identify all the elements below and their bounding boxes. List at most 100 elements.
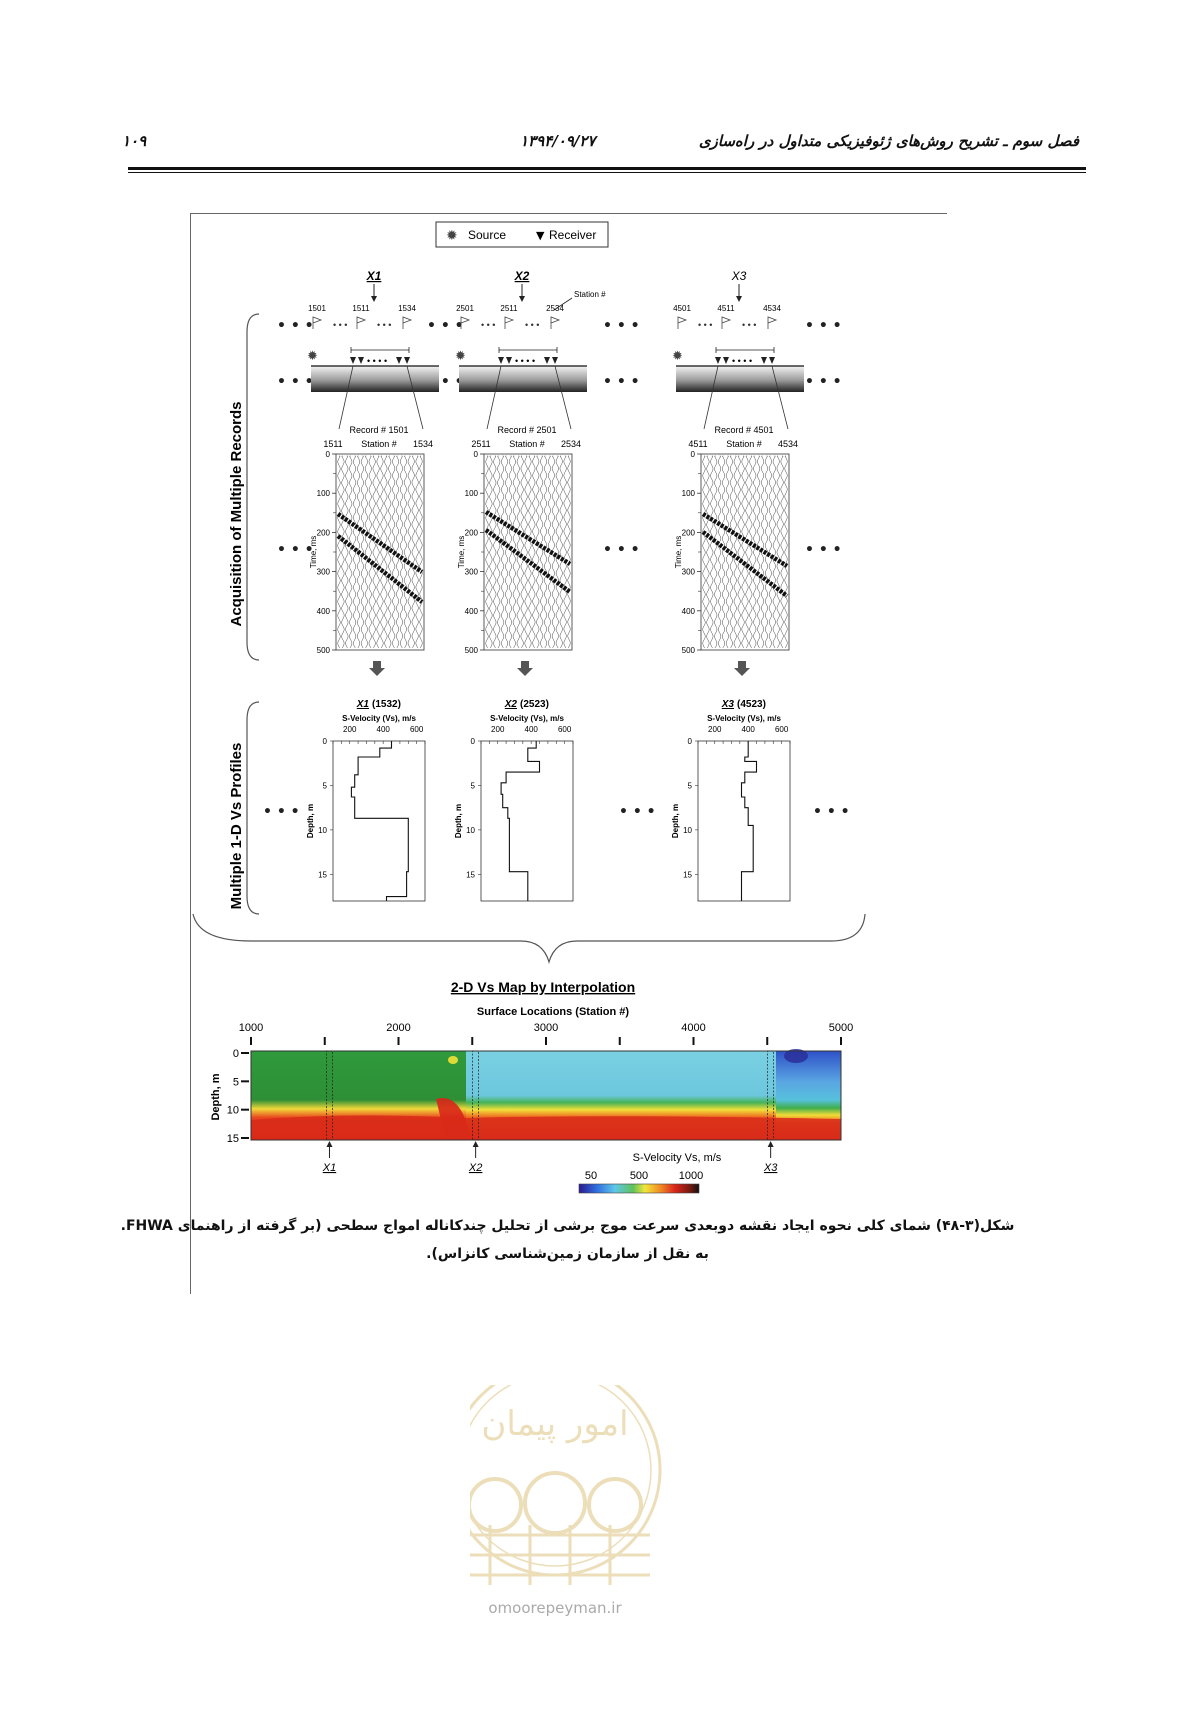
flag-station-label: 1534 — [398, 304, 416, 313]
flag-icon — [767, 316, 778, 329]
seismo-y-tick: 400 — [317, 607, 331, 616]
map-top-tick-label: 3000 — [534, 1022, 558, 1034]
seismo-y-tick: 100 — [317, 489, 331, 498]
seismic-trace — [749, 455, 753, 649]
colorbar-tick-label: 50 — [585, 1170, 597, 1182]
seismo-y-label: Time, ms — [674, 536, 683, 569]
profile-title-station: (1532) — [372, 699, 401, 710]
record-label: Record # 1501 — [349, 425, 408, 435]
profile-y-tick: 5 — [688, 781, 693, 790]
source-icon: ✹ — [446, 228, 458, 244]
svg-text:• • •: • • • — [277, 542, 314, 558]
receiver-icon — [506, 357, 512, 364]
marker-column — [326, 1050, 333, 1141]
marker-arrowhead — [736, 296, 742, 302]
seismic-trace — [532, 455, 536, 649]
seismo-station-end: 2534 — [561, 439, 581, 449]
svg-text:• • •: • • • — [277, 374, 314, 390]
seismo-y-tick: 300 — [682, 568, 696, 577]
receiver-icon — [769, 357, 775, 364]
flag-dots: • • • — [481, 320, 495, 330]
flag-icon — [677, 316, 688, 329]
seismic-trace — [563, 455, 567, 649]
marker-arrowhead — [472, 1141, 479, 1147]
legend-source: Source — [468, 228, 506, 242]
svg-text:• • •: • • • — [603, 374, 640, 390]
svg-text:• • •: • • • — [805, 374, 842, 390]
seismic-trace — [415, 455, 419, 649]
seismic-trace — [407, 455, 411, 649]
flag-station-label: 1501 — [308, 304, 326, 313]
flag-station-label: 2511 — [500, 304, 518, 313]
seismogram: 0 100 200 300 400 500 Time, ms — [457, 450, 573, 655]
profile-y-tick: 15 — [683, 870, 692, 879]
vs-step-line — [500, 741, 541, 901]
map-top-axis-label: Surface Locations (Station #) — [477, 1006, 630, 1018]
map-top-tick-label: 2000 — [386, 1022, 410, 1034]
flag-station-label: 4511 — [717, 304, 735, 313]
record-label: Record # 2501 — [497, 425, 556, 435]
marker-arrowhead — [519, 296, 525, 302]
spread-bracket — [498, 347, 558, 353]
receiver-icon — [350, 357, 356, 364]
map-depth-tick-label: 10 — [227, 1105, 239, 1117]
flag-dots: • • • — [377, 320, 391, 330]
seismo-station-header: Station # — [361, 439, 397, 449]
funnel-line — [703, 365, 719, 430]
profile-x-label: S-Velocity (Vs), m/s — [490, 714, 564, 723]
funnel-line — [771, 365, 789, 430]
map-depth-tick-label: 0 — [233, 1048, 239, 1060]
profile-y-label: Depth, m — [671, 804, 680, 838]
seismic-trace — [345, 455, 349, 649]
profile-x-tick: 400 — [377, 725, 391, 734]
ground-section — [676, 366, 804, 392]
seismo-y-tick: 200 — [465, 528, 479, 537]
seismo-station-end: 4534 — [778, 439, 798, 449]
vs-profile: X2 (2523) S-Velocity (Vs), m/s 200 400 600 0 5 1… — [454, 699, 574, 902]
seismo-station-end: 1534 — [413, 439, 433, 449]
seismic-trace — [485, 455, 489, 649]
profiles-bracket — [246, 701, 260, 915]
map-title: 2-D Vs Map by Interpolation — [451, 979, 635, 995]
map-depth-ticks: 0 5 10 15 — [227, 1048, 249, 1145]
marker-arrowhead — [371, 296, 377, 302]
seismo-y-tick: 0 — [691, 450, 696, 459]
seismic-trace — [349, 455, 353, 649]
funnel-line — [486, 365, 502, 430]
ground-section — [311, 366, 439, 392]
profile-y-tick: 0 — [471, 737, 476, 746]
colorbar-tick-label: 1000 — [679, 1170, 703, 1182]
receiver-dots: • • • • — [367, 356, 387, 366]
source-icon: ✹ — [672, 349, 683, 364]
funnel-line — [554, 365, 572, 430]
profile-x-tick: 200 — [491, 725, 505, 734]
seismic-trace — [710, 455, 714, 649]
seismo-y-tick: 300 — [465, 568, 479, 577]
seismic-trace — [772, 455, 776, 649]
svg-text:• • •: • • • — [805, 318, 842, 334]
legend: ✹ Source ▼ Receiver — [435, 221, 609, 248]
flag-station-label: 2501 — [456, 304, 474, 313]
seismogram: 0 100 200 300 400 500 Time, ms — [674, 450, 790, 655]
seismic-trace — [399, 455, 404, 649]
seismic-trace — [524, 455, 528, 649]
seismo-y-tick: 500 — [317, 646, 331, 655]
map-top-ticks: 1000 2000 3000 4000 5000 — [239, 1022, 853, 1045]
figure-caption-line2: به نقل از سازمان زمین‌شناسی کانزاس). — [426, 1246, 709, 1262]
ground-section — [459, 366, 587, 392]
seismo-y-tick: 200 — [682, 528, 696, 537]
seismic-trace — [520, 455, 524, 649]
seismic-trace — [741, 455, 745, 649]
profile-x-tick: 400 — [525, 725, 539, 734]
map-depth-tick-label: 15 — [227, 1133, 239, 1145]
seismic-trace — [380, 455, 384, 649]
seismic-trace — [567, 455, 571, 649]
seismo-y-label: Time, ms — [309, 536, 318, 569]
colorbar-label: S-Velocity Vs, m/s — [633, 1152, 722, 1164]
seismic-trace — [372, 455, 376, 649]
map-depth-tick-label: 5 — [233, 1076, 239, 1088]
map-marker-label: X1 — [322, 1162, 336, 1174]
seismic-trace — [501, 455, 505, 649]
colorbar-ticks: 50 500 1000 — [585, 1170, 703, 1182]
profile-y-tick: 10 — [318, 826, 327, 835]
